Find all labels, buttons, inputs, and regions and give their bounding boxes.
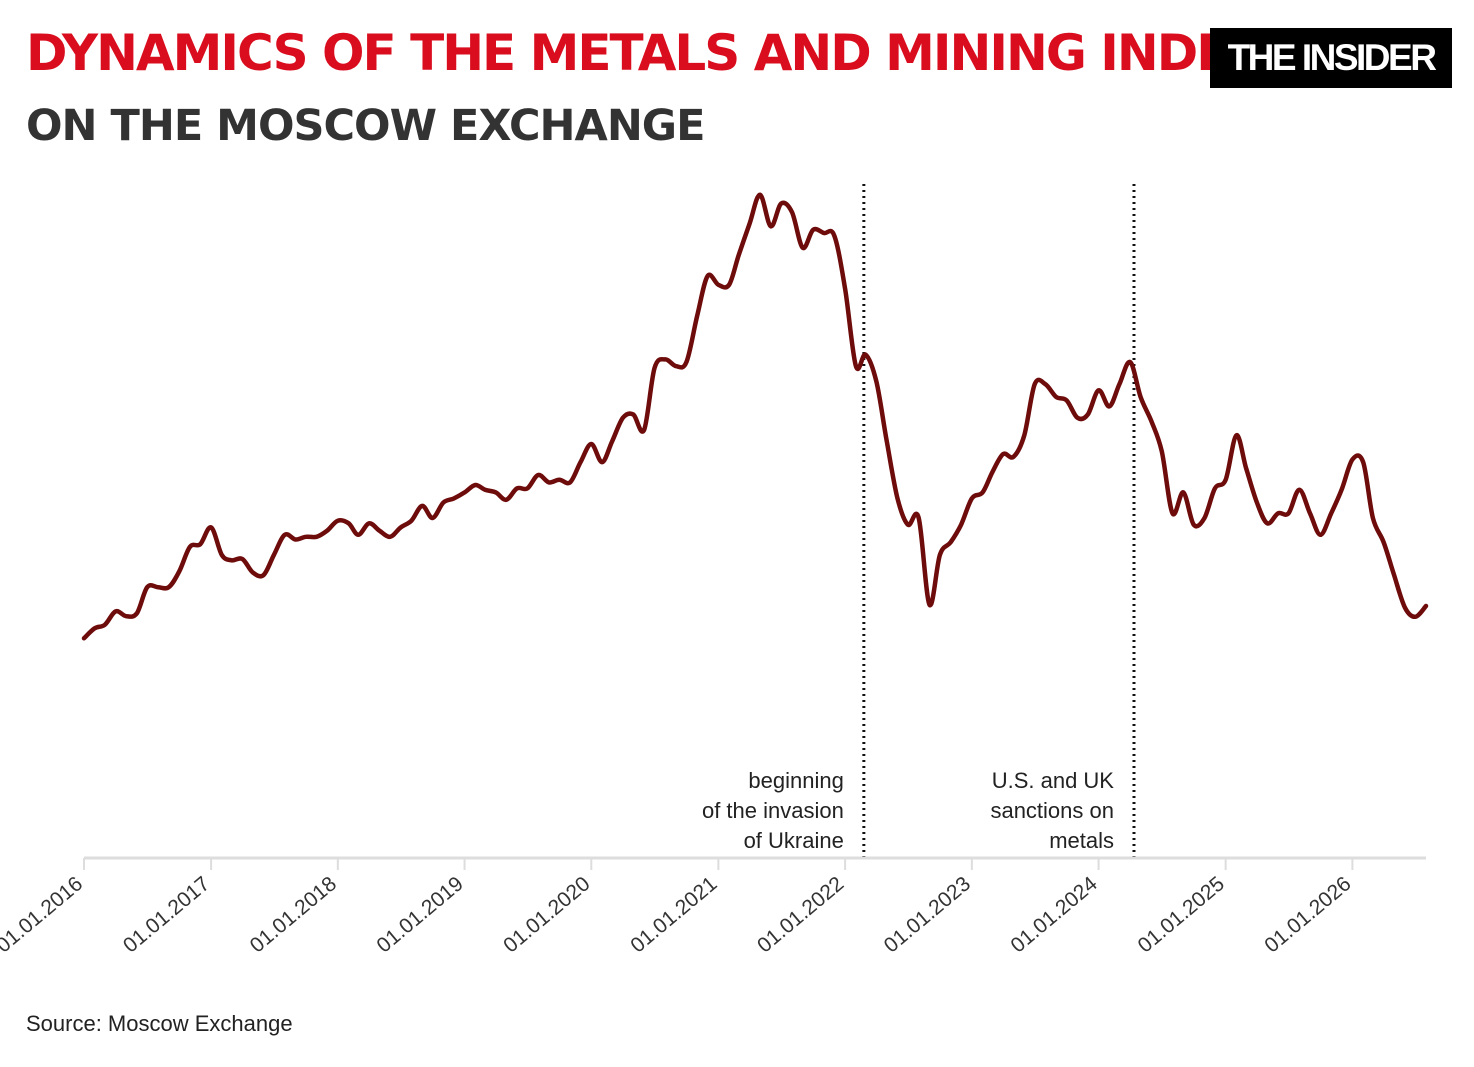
x-tick-label: 01.01.2024 [1006,872,1102,957]
index-series-line [81,192,1429,641]
event-annotation-text: metals [1049,828,1114,853]
x-tick-label: 01.01.2022 [753,872,848,957]
chart-title: DYNAMICS OF THE METALS AND MINING INDEX [26,24,1267,82]
series-layer [81,192,1429,641]
event-annotation-text: of the invasion [702,798,844,823]
chart-subtitle: ON THE MOSCOW EXCHANGE [26,101,705,151]
x-tick-label: 01.01.2016 [0,872,87,957]
event-annotation-text: of Ukraine [744,828,844,853]
x-axis: 01.01.2016 01.01.2017 01.01.2018 01.01.2019… [0,856,1426,957]
x-tick-label: 01.01.2023 [880,872,975,957]
event-annotation-text: U.S. and UK [992,768,1115,793]
event-annotation-text: sanctions on [990,798,1114,823]
x-tick-label: 01.01.2017 [119,872,214,957]
x-tick-label: 01.01.2021 [626,872,721,957]
x-tick-label: 01.01.2026 [1260,872,1355,957]
the-insider-logo: THE INSIDER [1210,28,1452,88]
x-tick-label: 01.01.2019 [372,872,467,957]
event-annotation-text: beginning [748,768,843,793]
x-tick-label: 01.01.2020 [499,872,594,957]
annotation-layer: beginning of the invasion of Ukraine U.S. a… [702,184,1136,858]
x-tick-label: 01.01.2025 [1134,872,1229,957]
x-tick-label: 01.01.2018 [246,872,341,957]
source-note: Source: Moscow Exchange [26,1011,293,1036]
